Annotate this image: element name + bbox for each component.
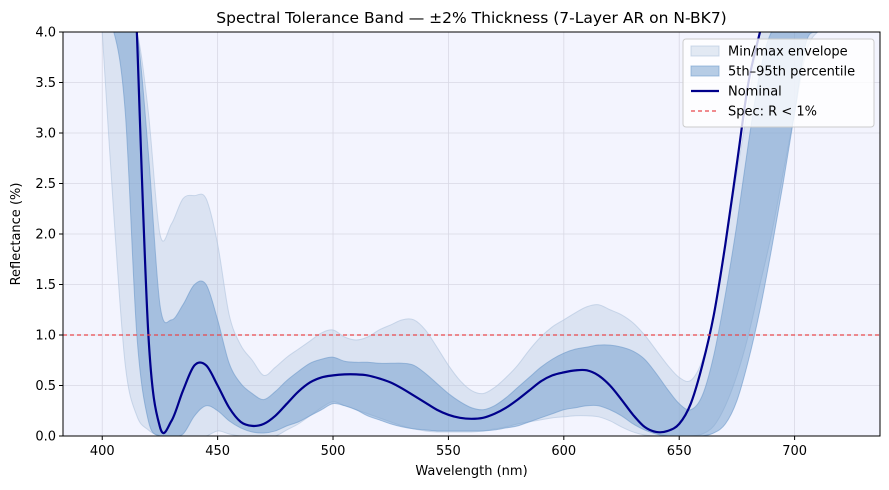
y-axis-label: Reflectance (%) [9, 183, 24, 286]
legend-label: 5th–95th percentile [728, 65, 855, 80]
x-tick-label: 550 [436, 444, 461, 459]
y-tick-label: 1.0 [35, 329, 56, 344]
y-tick-label: 2.0 [35, 228, 56, 243]
x-tick-label: 500 [321, 444, 346, 459]
legend-swatch [690, 45, 720, 57]
y-tick-label: 2.5 [35, 177, 56, 192]
legend: Min/max envelope 5th–95th percentile Nomin… [682, 38, 875, 128]
nominal-line [135, 32, 762, 434]
y-tick-label: 0.5 [35, 379, 56, 394]
legend-label: Min/max envelope [728, 45, 848, 60]
y-tick-label: 3.0 [35, 127, 56, 142]
x-tick-label: 650 [667, 444, 692, 459]
x-tick-label: 450 [205, 444, 230, 459]
y-tick-label: 3.5 [35, 76, 56, 91]
x-axis: 400 450 500 550 600 650 700 [90, 436, 807, 459]
y-axis: 0.0 0.5 1.0 1.5 2.0 2.5 3.0 3.5 4.0 [35, 26, 63, 445]
y-tick-label: 4.0 [35, 26, 56, 41]
legend-box [682, 38, 875, 128]
legend-label: Nominal [728, 85, 782, 100]
y-tick-label: 0.0 [35, 430, 56, 445]
chart-title: Spectral Tolerance Band — ±2% Thickness … [216, 9, 726, 27]
legend-swatch [690, 65, 720, 77]
legend-label: Spec: R < 1% [728, 105, 817, 120]
y-tick-label: 1.5 [35, 278, 56, 293]
x-tick-label: 400 [90, 444, 115, 459]
x-tick-label: 700 [782, 444, 807, 459]
x-tick-label: 600 [551, 444, 576, 459]
x-axis-label: Wavelength (nm) [415, 464, 527, 479]
